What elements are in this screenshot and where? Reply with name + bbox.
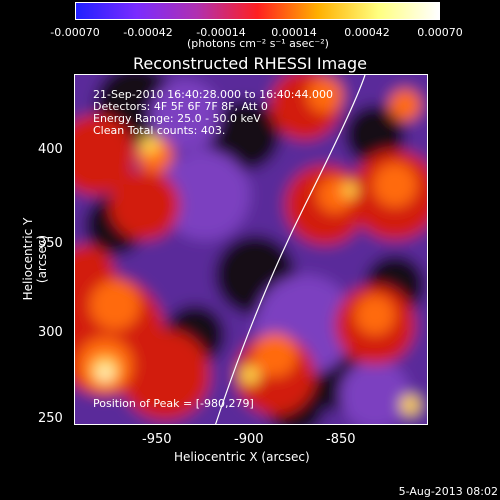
x-tick: -950 bbox=[142, 432, 172, 447]
colorbar-tick: 0.00042 bbox=[344, 26, 390, 39]
y-tick: 300 bbox=[38, 325, 63, 340]
colorbar bbox=[75, 2, 440, 20]
y-axis-label: Heliocentric Y (arcsec) bbox=[21, 217, 49, 301]
colorbar-tick: 0.00014 bbox=[271, 26, 317, 39]
info-energy: Energy Range: 25.0 - 50.0 keV bbox=[93, 112, 261, 125]
info-time-range: 21-Sep-2010 16:40:28.000 to 16:40:44.000 bbox=[93, 88, 333, 101]
info-peak-position: Position of Peak = [-980,279] bbox=[93, 397, 254, 410]
rhessi-image bbox=[74, 74, 428, 425]
x-tick: -900 bbox=[234, 432, 264, 447]
y-tick: 400 bbox=[38, 142, 63, 157]
image-map bbox=[75, 75, 427, 424]
info-clean: Clean Total counts: 403. bbox=[93, 124, 226, 137]
limb-line bbox=[215, 75, 366, 424]
timestamp: 5-Aug-2013 08:02 bbox=[398, 485, 498, 498]
plot-title: Reconstructed RHESSI Image bbox=[133, 54, 367, 73]
y-tick: 350 bbox=[38, 236, 63, 251]
x-tick: -850 bbox=[326, 432, 356, 447]
colorbar-tick: 0.00070 bbox=[417, 26, 463, 39]
colorbar-units: (photons cm⁻² s⁻¹ asec⁻²) bbox=[187, 37, 329, 50]
y-tick: 250 bbox=[38, 411, 63, 426]
x-axis-label: Heliocentric X (arcsec) bbox=[174, 450, 310, 464]
colorbar-tick: -0.00014 bbox=[196, 26, 246, 39]
colorbar-tick: -0.00042 bbox=[123, 26, 173, 39]
colorbar-tick: -0.00070 bbox=[50, 26, 100, 39]
info-detectors: Detectors: 4F 5F 6F 7F 8F, Att 0 bbox=[93, 100, 268, 113]
